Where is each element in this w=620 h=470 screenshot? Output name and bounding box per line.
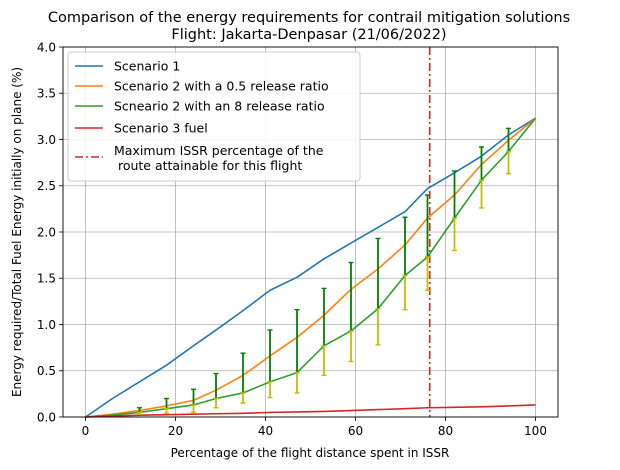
- y-axis-label: Energy required/Total Fuel Energy initia…: [10, 67, 24, 397]
- error-bar-green: [240, 352, 246, 394]
- x-tick-label: 60: [348, 424, 363, 438]
- legend-label-series-4: Scenario 3 fuel: [114, 121, 208, 136]
- error-bar-yellow: [294, 371, 300, 394]
- x-axis-label: Percentage of the flight distance spent …: [171, 446, 450, 460]
- error-bar-yellow: [452, 217, 457, 252]
- series-line-1: [85, 117, 536, 418]
- y-tick-label: 0.5: [37, 364, 56, 378]
- series-line-2: [85, 117, 537, 418]
- legend: Scenario 1 Scenario 2 with a 0.5 release…: [67, 51, 361, 182]
- error-bar-yellow: [375, 308, 381, 346]
- errorbar-layer: [137, 127, 511, 415]
- error-bar-green: [294, 309, 300, 374]
- y-tick-label: 3.0: [37, 133, 56, 147]
- error-bar-yellow: [164, 407, 169, 414]
- x-tick-label: 20: [168, 424, 183, 438]
- error-bar-green: [452, 170, 457, 219]
- y-tick-label: 1.0: [37, 318, 56, 332]
- error-bar-yellow: [402, 274, 408, 311]
- x-tick-label: 100: [524, 424, 547, 438]
- y-tick-label: 0.0: [37, 410, 56, 424]
- error-bar-yellow: [267, 381, 273, 399]
- error-bar-green: [164, 397, 169, 410]
- y-tick-label: 2.5: [37, 179, 56, 193]
- legend-label-series-2: Scenario 2 with a 0.5 release ratio: [114, 79, 329, 94]
- x-tick-label: 40: [258, 424, 273, 438]
- y-tick-label: 4.0: [37, 40, 56, 54]
- error-bar-green: [348, 261, 354, 332]
- error-bar-yellow: [191, 404, 196, 414]
- series-line-3: [85, 117, 537, 418]
- error-bar-yellow: [213, 397, 219, 409]
- series-line-4: [85, 404, 536, 418]
- error-bar-yellow: [137, 411, 142, 415]
- y-tick-label: 2.0: [37, 225, 56, 239]
- y-tick-label: 3.5: [37, 87, 56, 101]
- error-bar-yellow: [479, 179, 484, 209]
- error-bar-yellow: [348, 330, 354, 363]
- x-tick-label: 80: [438, 424, 453, 438]
- error-bar-green: [267, 329, 273, 383]
- legend-label-series-1: Scenario 1: [114, 59, 180, 74]
- error-bar-yellow: [425, 256, 430, 291]
- chart-title: Comparison of the energy requirements fo…: [48, 10, 570, 26]
- error-bar-yellow: [506, 150, 511, 175]
- legend-label-vline-line1: Maximum ISSR percentage of the: [114, 143, 324, 158]
- y-ticks: 0.0 0.5 1.0 1.5 2.0 2.5 3.0 3.5 4.0: [37, 40, 63, 424]
- error-bar-green: [191, 388, 196, 406]
- x-ticks: 0 20 40 60 80 100: [82, 417, 547, 438]
- legend-label-series-3: Scneario 2 with an 8 release ratio: [114, 99, 325, 114]
- x-tick-label: 0: [82, 424, 90, 438]
- y-tick-label: 1.5: [37, 272, 56, 286]
- legend-label-vline-line2: route attainable for this flight: [114, 158, 302, 173]
- chart-subtitle: Flight: Jakarta-Denpasar (21/06/2022): [171, 27, 446, 43]
- error-bar-yellow: [240, 392, 246, 404]
- error-bar-yellow: [321, 345, 327, 377]
- error-bar-green: [213, 372, 219, 400]
- series-layer: [85, 117, 537, 418]
- legend-box: [67, 51, 361, 182]
- error-bar-green: [375, 237, 381, 310]
